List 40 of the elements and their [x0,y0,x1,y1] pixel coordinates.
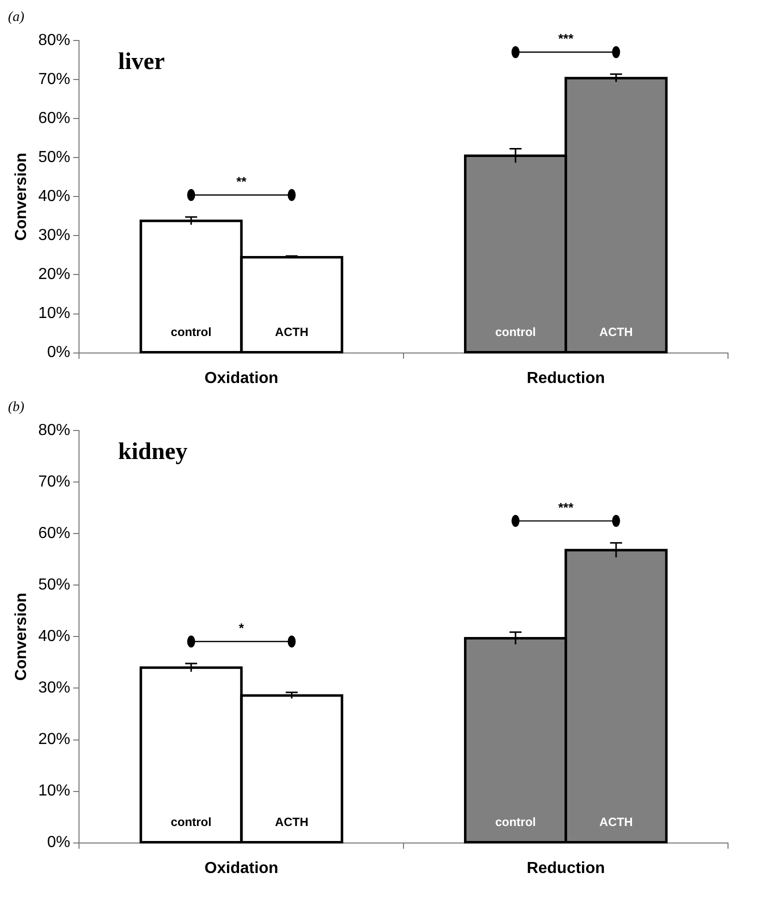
text: ACTH [599,815,633,830]
y-tick-label: 20% [38,266,70,284]
y-tick-label: 0% [47,834,70,852]
text: control [495,325,536,340]
y-axis-title: Conversion [13,592,30,681]
y-tick-label: 40% [38,188,70,206]
x-tick-label: Reduction [526,370,605,387]
y-tick-label: 0% [47,344,70,362]
y-tick-label: 40% [38,628,70,646]
annotation: ** [236,174,248,190]
y-tick-label: 30% [38,227,70,244]
chart-title: (a) [8,9,26,27]
series-label: control [170,815,212,830]
y-tick-label: 50% [38,576,70,594]
y-tick-label: 70% [38,71,70,88]
y-tick-label: 20% [38,731,70,748]
x-tick-label: Oxidation [204,370,278,387]
x-tick-label: Oxidation [204,860,278,877]
y-tick-label: 80% [38,32,70,50]
x-tick-label: Reduction [526,860,605,877]
series-label: ACTH [275,325,308,340]
y-tick-label: 60% [38,525,70,542]
text: ACTH [599,325,633,340]
chart-subtitle: liver [118,48,166,75]
y-tick-label: 80% [38,422,70,440]
y-tick-label: 10% [38,305,70,322]
annotation: * [238,620,245,636]
series-label: control [170,325,212,340]
series-label: ACTH [275,815,308,830]
text: control [495,815,536,830]
y-axis-title: Conversion [13,152,30,241]
y-tick-label: 50% [38,149,70,166]
annotation: *** [558,500,574,516]
y-tick-label: 60% [38,110,70,128]
chart-subtitle: kidney [118,438,188,465]
y-tick-label: 30% [38,680,70,697]
y-tick-label: 10% [38,782,70,800]
annotation: *** [558,31,574,46]
y-tick-label: 70% [38,474,70,491]
chart-title: (b) [8,399,26,417]
